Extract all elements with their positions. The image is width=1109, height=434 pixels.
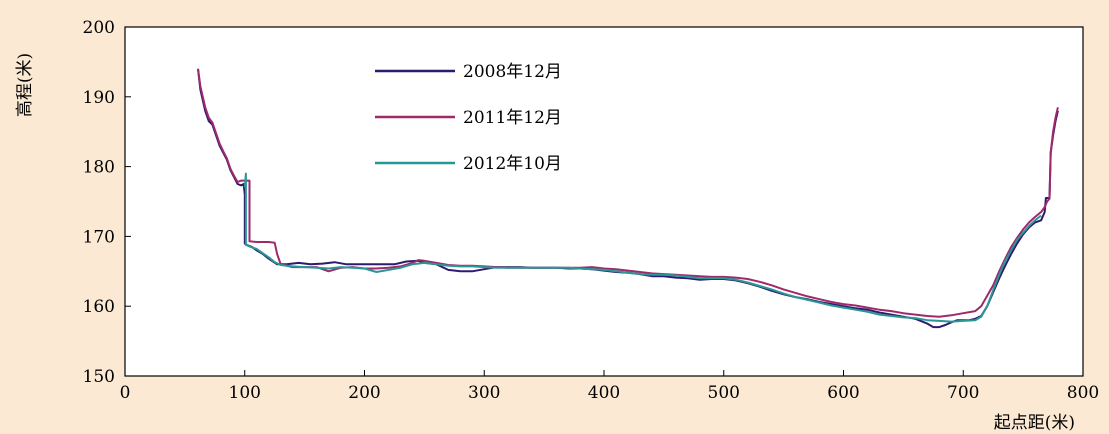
legend: 2008年12月 2011年12月 2012年10月	[375, 62, 562, 174]
y-tick-label: 190	[83, 88, 115, 108]
legend-label-3: 2012年10月	[463, 154, 562, 174]
legend-label-2: 2011年12月	[463, 108, 562, 128]
x-tick-label: 800	[1067, 383, 1099, 403]
series-line-2	[197, 68, 1059, 318]
x-tick-label: 0	[120, 383, 131, 403]
plot-area	[124, 26, 1084, 377]
y-tick-label: 150	[83, 367, 115, 387]
legend-label-1: 2008年12月	[463, 62, 562, 82]
y-tick-label: 180	[83, 158, 115, 178]
y-axis-title: 高程(米)	[15, 53, 35, 117]
y-tick-label: 160	[83, 297, 115, 317]
series-layer	[197, 68, 1059, 329]
x-axis-title: 起点距(米)	[994, 413, 1075, 433]
x-tick-label: 700	[947, 383, 979, 403]
x-tick-label: 600	[827, 383, 859, 403]
y-tick-label: 170	[83, 227, 115, 247]
x-tick-label: 400	[588, 383, 620, 403]
y-tick-label: 200	[83, 18, 115, 38]
x-tick-label: 200	[348, 383, 380, 403]
x-tick-label: 100	[229, 383, 261, 403]
series-line-3	[243, 172, 1042, 323]
x-tick-label: 300	[468, 383, 500, 403]
x-tick-label: 500	[708, 383, 740, 403]
axes: 0 100 200 300 400 500 600 700 800 150 160 170 180 190…	[83, 18, 1100, 403]
